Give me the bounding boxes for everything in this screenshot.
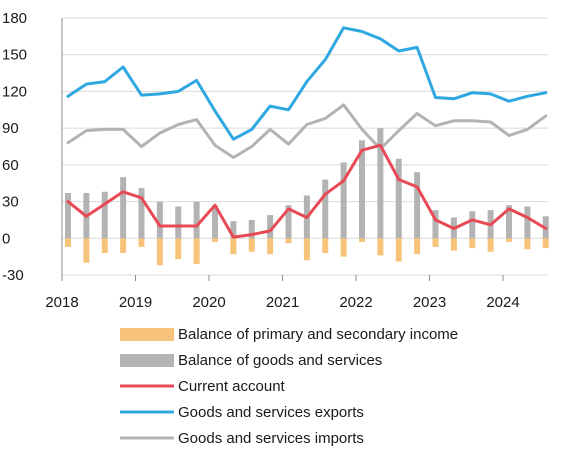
bar xyxy=(432,210,439,239)
bar xyxy=(359,238,365,242)
bar xyxy=(414,172,421,239)
bar xyxy=(212,205,218,239)
bar xyxy=(395,238,402,262)
bar xyxy=(230,238,237,255)
bar xyxy=(156,201,163,239)
bar xyxy=(487,238,494,252)
y-tick-label: 180 xyxy=(2,10,27,27)
bar xyxy=(230,221,237,239)
y-tick-label: 60 xyxy=(2,157,19,174)
bar xyxy=(248,238,255,252)
bar xyxy=(340,162,347,239)
bar xyxy=(432,238,439,247)
bar xyxy=(65,238,71,247)
series-line xyxy=(66,143,548,239)
bar xyxy=(101,191,108,239)
bar xyxy=(469,211,476,239)
y-tick-label: -30 xyxy=(2,267,24,284)
bar xyxy=(193,201,200,239)
x-tick-label: 2018 xyxy=(45,294,78,311)
bar xyxy=(542,238,549,249)
bar xyxy=(322,179,329,239)
bar xyxy=(377,128,384,239)
bar xyxy=(506,205,512,239)
y-tick-label: 30 xyxy=(2,194,19,211)
bar xyxy=(267,215,274,239)
bar xyxy=(285,238,292,244)
bar xyxy=(193,238,200,264)
series-line xyxy=(66,103,548,159)
legend-label: Goods and services imports xyxy=(178,430,364,447)
legend: Balance of primary and secondary income B… xyxy=(120,326,458,447)
bar xyxy=(469,238,476,249)
bar xyxy=(359,140,365,239)
y-axis-ticks: -30 0 30 60 90 120 150 180 xyxy=(2,10,27,284)
x-axis: 2018 2019 2020 2021 2022 2023 2024 xyxy=(45,18,520,311)
bar xyxy=(138,188,145,239)
bar xyxy=(395,158,402,239)
x-tick-label: 2024 xyxy=(486,294,519,311)
bar xyxy=(120,238,127,253)
series-line xyxy=(66,26,548,141)
y-tick-label: 0 xyxy=(2,230,10,247)
legend-label: Goods and services exports xyxy=(178,404,364,421)
bar xyxy=(138,238,145,247)
x-tick-label: 2022 xyxy=(339,294,372,311)
bar xyxy=(414,238,421,255)
legend-label: Balance of primary and secondary income xyxy=(178,326,458,343)
line-series xyxy=(66,26,548,239)
bar xyxy=(506,238,512,242)
bar xyxy=(524,206,531,239)
bar xyxy=(322,238,329,253)
y-tick-label: 150 xyxy=(2,47,27,64)
legend-swatch xyxy=(120,354,174,367)
bar xyxy=(303,238,310,261)
legend-swatch xyxy=(120,328,174,341)
bar xyxy=(175,238,182,260)
bar xyxy=(524,238,531,250)
bar xyxy=(156,238,163,266)
x-tick-label: 2023 xyxy=(413,294,446,311)
bar xyxy=(285,205,292,239)
bar xyxy=(267,238,274,255)
y-tick-label: 90 xyxy=(2,120,19,137)
bar xyxy=(83,238,90,263)
bar xyxy=(450,238,457,251)
y-tick-label: 120 xyxy=(2,83,27,100)
bar xyxy=(65,193,71,239)
bar xyxy=(120,177,127,239)
legend-label: Balance of goods and services xyxy=(178,352,382,369)
x-tick-label: 2020 xyxy=(192,294,225,311)
x-tick-label: 2019 xyxy=(119,294,152,311)
bar xyxy=(175,206,182,239)
bar xyxy=(248,219,255,239)
x-tick-label: 2021 xyxy=(266,294,299,311)
bar xyxy=(212,238,218,242)
bar xyxy=(340,238,347,257)
bar xyxy=(377,238,384,256)
legend-label: Current account xyxy=(178,378,286,395)
bar xyxy=(101,238,108,253)
